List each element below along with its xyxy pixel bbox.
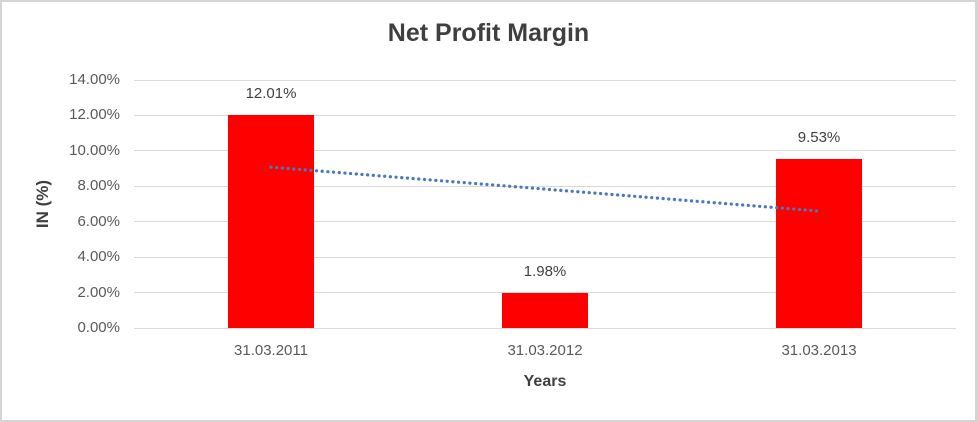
- gridline: [134, 327, 956, 329]
- x-tick-label-2011: 31.03.2011: [234, 342, 308, 359]
- bar-2013: [776, 159, 862, 328]
- chart-title: Net Profit Margin: [387, 19, 590, 47]
- y-tick-label: 8.00%: [77, 177, 120, 195]
- gridline: [134, 114, 956, 116]
- y-tick-label: 14.00%: [69, 71, 120, 88]
- x-tick-label-2012: 31.03.2012: [507, 342, 583, 359]
- gridline: [134, 221, 956, 223]
- gridline: [134, 292, 956, 294]
- bar-data-label-2013: 9.53%: [797, 129, 841, 147]
- bar-data-label-2012: 1.98%: [523, 262, 567, 280]
- bar-2012: [502, 292, 588, 328]
- gridline: [134, 79, 956, 81]
- x-axis-tick-labels: 31.03.2011 31.03.2012 31.03.2013: [134, 342, 956, 362]
- bar-data-label-2011: 12.01%: [245, 85, 297, 103]
- gridline: [134, 256, 956, 258]
- y-tick-label: 4.00%: [77, 248, 120, 266]
- y-tick-label: 10.00%: [69, 141, 120, 159]
- x-axis-title: Years: [523, 373, 567, 390]
- y-tick-label: 12.00%: [69, 106, 120, 124]
- gridline: [134, 150, 956, 152]
- y-axis-tick-labels: 0.00% 2.00% 4.00% 6.00% 8.00% 10.00% 12.…: [2, 71, 120, 336]
- y-tick-label: 2.00%: [77, 283, 120, 301]
- x-tick-label-2013: 31.03.2013: [781, 342, 857, 359]
- y-tick-label: 6.00%: [77, 212, 120, 230]
- plot-area: 12.01% 1.98% 9.53%: [134, 79, 956, 329]
- bar-2011: [228, 115, 314, 328]
- y-tick-label: 0.00%: [77, 319, 120, 336]
